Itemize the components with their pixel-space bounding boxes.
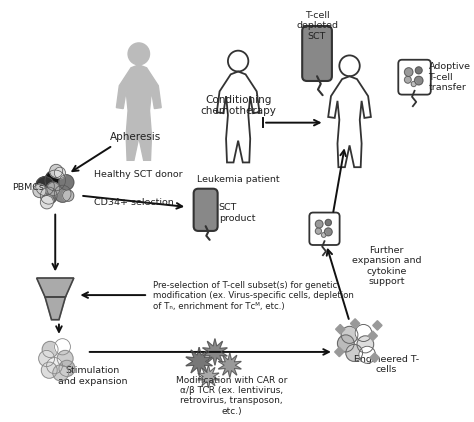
Polygon shape	[336, 325, 345, 334]
FancyBboxPatch shape	[310, 213, 339, 245]
Polygon shape	[350, 319, 360, 328]
Circle shape	[59, 175, 74, 190]
Text: Stimulation
and expansion: Stimulation and expansion	[58, 366, 127, 386]
Polygon shape	[219, 353, 241, 378]
Circle shape	[128, 43, 149, 65]
Polygon shape	[198, 365, 219, 388]
Circle shape	[39, 350, 55, 367]
Text: T-cell
depleted
SCT: T-cell depleted SCT	[296, 11, 338, 41]
Circle shape	[36, 177, 55, 196]
Polygon shape	[335, 347, 344, 357]
Circle shape	[40, 187, 57, 204]
Text: Conditioning
chemotherapy: Conditioning chemotherapy	[200, 95, 276, 116]
Circle shape	[59, 360, 75, 376]
Polygon shape	[117, 65, 161, 160]
Circle shape	[50, 164, 63, 178]
Circle shape	[341, 326, 358, 344]
Polygon shape	[370, 353, 379, 362]
FancyBboxPatch shape	[194, 189, 218, 231]
Text: CD34+ selection: CD34+ selection	[94, 197, 174, 206]
Polygon shape	[36, 278, 74, 297]
Circle shape	[33, 184, 46, 197]
Circle shape	[40, 196, 54, 209]
Circle shape	[63, 190, 74, 201]
Circle shape	[46, 357, 63, 374]
Circle shape	[55, 185, 71, 202]
Circle shape	[359, 346, 375, 363]
Circle shape	[45, 170, 65, 191]
Polygon shape	[186, 347, 212, 376]
Text: Apheresis: Apheresis	[110, 132, 162, 142]
Circle shape	[404, 68, 413, 76]
Circle shape	[337, 335, 354, 352]
Circle shape	[42, 341, 58, 357]
Circle shape	[315, 228, 321, 234]
Text: Adoptive
T-cell
transfer: Adoptive T-cell transfer	[428, 62, 471, 92]
Polygon shape	[202, 339, 228, 365]
Circle shape	[404, 76, 411, 83]
Circle shape	[53, 365, 69, 381]
Polygon shape	[368, 331, 377, 341]
Circle shape	[315, 220, 323, 228]
Text: Further
expansion and
cytokine
support: Further expansion and cytokine support	[352, 246, 421, 286]
Text: Engineered T-
cells: Engineered T- cells	[354, 355, 419, 374]
Text: SCT
product: SCT product	[219, 203, 255, 222]
Polygon shape	[45, 297, 65, 320]
Circle shape	[411, 81, 416, 87]
Circle shape	[325, 219, 331, 226]
Circle shape	[357, 336, 374, 353]
Polygon shape	[373, 321, 382, 330]
Text: PBMCs: PBMCs	[12, 183, 45, 192]
Circle shape	[55, 167, 65, 179]
Text: Leukemia patient: Leukemia patient	[197, 175, 280, 184]
Circle shape	[57, 350, 73, 367]
Text: Modification with CAR or
α/β TCR (ex. lentivirus,
retrovirus, transposon,
etc.): Modification with CAR or α/β TCR (ex. le…	[176, 376, 287, 416]
Circle shape	[55, 339, 71, 355]
Circle shape	[355, 325, 372, 341]
Circle shape	[41, 362, 57, 378]
Circle shape	[415, 76, 423, 85]
Circle shape	[346, 344, 363, 361]
FancyBboxPatch shape	[398, 60, 431, 95]
Circle shape	[325, 228, 332, 236]
Text: Healthy SCT donor: Healthy SCT donor	[94, 170, 183, 179]
FancyBboxPatch shape	[302, 26, 332, 81]
Circle shape	[415, 67, 422, 74]
Text: Pre-selection of T-cell subset(s) for genetic
modification (ex. Virus-specific c: Pre-selection of T-cell subset(s) for ge…	[153, 281, 354, 311]
Circle shape	[47, 182, 60, 196]
Circle shape	[321, 233, 326, 237]
